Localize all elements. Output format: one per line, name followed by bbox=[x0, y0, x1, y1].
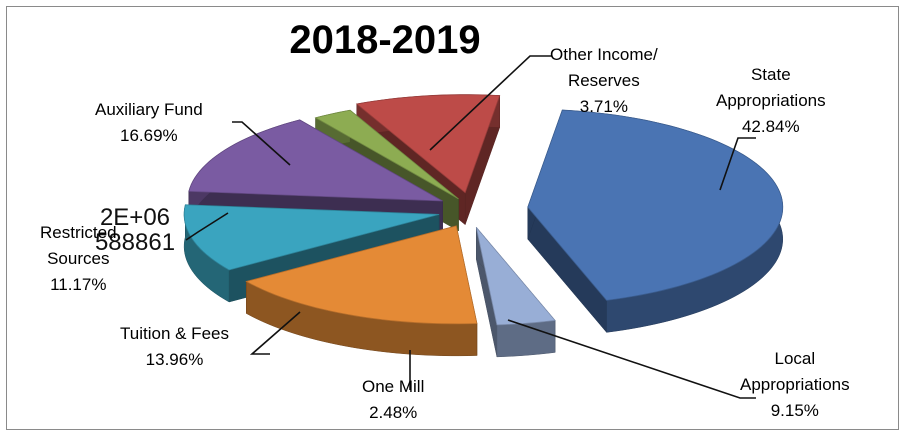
slice-label-auxiliary-fund: Auxiliary Fund 16.69% bbox=[95, 97, 203, 149]
slice-other-income-reserves bbox=[475, 226, 556, 358]
slice-label-tuition-fees: Tuition & Fees 13.96% bbox=[120, 321, 229, 373]
slice-top-tuition-fees bbox=[188, 119, 443, 202]
slice-label-state-appropriations: State Appropriations 42.84% bbox=[716, 62, 826, 140]
slice-top-auxiliary-fund bbox=[245, 225, 478, 325]
label-line: Appropriations bbox=[716, 91, 826, 110]
label-value: 16.69% bbox=[120, 126, 178, 145]
leader-line-other-income-reserves bbox=[429, 55, 552, 151]
overlay-line-1: 2E+06 bbox=[99, 204, 171, 231]
label-line: Auxiliary Fund bbox=[95, 100, 203, 119]
slice-state-appropriations bbox=[527, 109, 784, 334]
slice-top-other-income-reserves bbox=[475, 226, 556, 326]
slice-top-one-mill bbox=[314, 109, 459, 200]
label-value: 13.96% bbox=[145, 350, 204, 369]
slice-label-restricted-sources: Restricted Sources 11.17% bbox=[40, 220, 117, 298]
overlay-line-2: 588861 bbox=[94, 229, 176, 256]
leader-line-state-appropriations bbox=[719, 137, 756, 191]
label-value: 9.15% bbox=[770, 401, 819, 420]
leader-line-local-appropriations bbox=[507, 319, 756, 399]
label-value: 3.71% bbox=[579, 97, 628, 116]
label-value: 42.84% bbox=[741, 117, 800, 136]
slice-label-other-income-reserves: Other Income/ Reserves 3.71% bbox=[550, 42, 658, 120]
label-line: Restricted bbox=[40, 223, 117, 242]
overlay-value-text: 2E+06 588861 bbox=[70, 205, 200, 255]
slice-label-one-mill: One Mill 2.48% bbox=[362, 374, 424, 426]
label-line: Other Income/ bbox=[550, 45, 658, 64]
slice-label-local-appropriations: Local Appropriations 9.15% bbox=[740, 346, 850, 424]
leader-line-restricted-sources bbox=[185, 212, 229, 241]
slice-top-state-appropriations bbox=[527, 109, 784, 301]
leader-line-tuition-fees bbox=[249, 311, 301, 355]
label-value: 2.48% bbox=[369, 403, 418, 422]
label-line: Tuition & Fees bbox=[120, 324, 229, 343]
label-line: Sources bbox=[47, 249, 110, 268]
slice-auxiliary-fund bbox=[245, 225, 478, 357]
label-line: Appropriations bbox=[740, 375, 850, 394]
label-line: Local bbox=[774, 349, 816, 368]
leader-line-auxiliary-fund bbox=[232, 121, 291, 166]
label-line: State bbox=[750, 65, 791, 84]
chart-title: 2018-2019 bbox=[289, 18, 481, 62]
label-line: Reserves bbox=[567, 71, 640, 90]
label-value: 11.17% bbox=[50, 275, 107, 294]
label-line: One Mill bbox=[362, 377, 425, 396]
